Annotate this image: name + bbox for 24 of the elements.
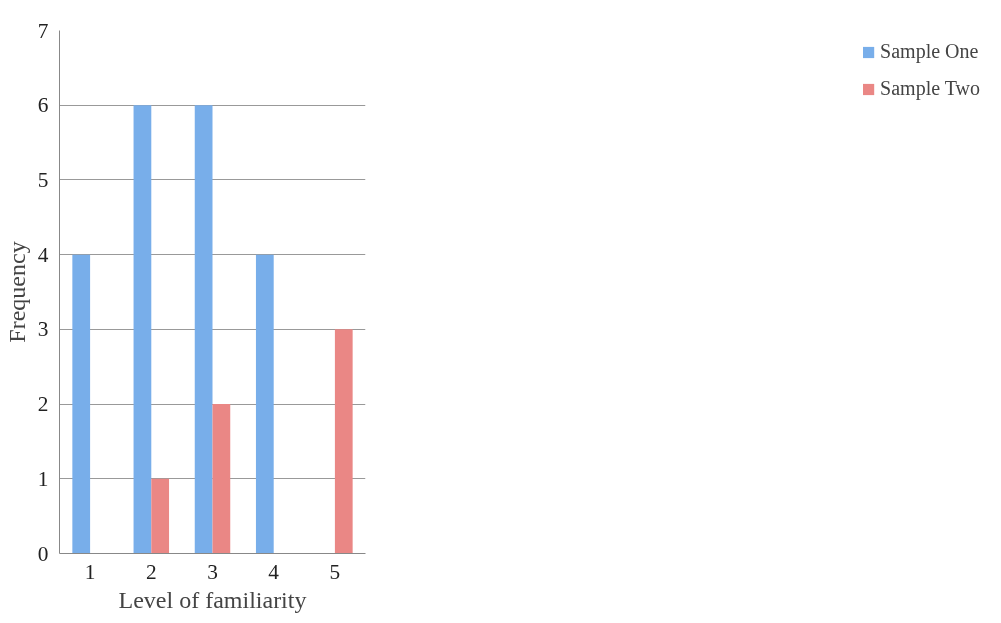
y-axis-title: Frequency [3, 241, 30, 343]
y-tick-label: 5 [37, 167, 49, 192]
bar [72, 254, 91, 554]
bar [133, 105, 152, 554]
legend-label: Sample One [880, 40, 979, 63]
bar [255, 254, 274, 554]
y-tick-label: 2 [37, 392, 49, 417]
bar [194, 105, 213, 554]
y-tick-label: 4 [37, 242, 49, 267]
y-tick-label: 1 [37, 466, 49, 491]
x-tick-label: 3 [207, 559, 218, 584]
legend-label: Sample Two [880, 77, 980, 100]
bar [334, 329, 353, 554]
x-tick-label: 2 [145, 559, 157, 584]
x-tick-label: 5 [329, 559, 341, 584]
x-tick-label: 4 [268, 559, 280, 584]
y-tick-label: 6 [37, 93, 49, 118]
y-tick-label: 3 [37, 317, 49, 342]
x-axis-title: Level of familiarity [118, 586, 307, 613]
bar [151, 478, 170, 554]
y-tick-label: 0 [37, 541, 49, 566]
bar [212, 404, 231, 554]
x-tick-label: 1 [84, 559, 96, 584]
y-tick-label: 7 [37, 18, 49, 43]
